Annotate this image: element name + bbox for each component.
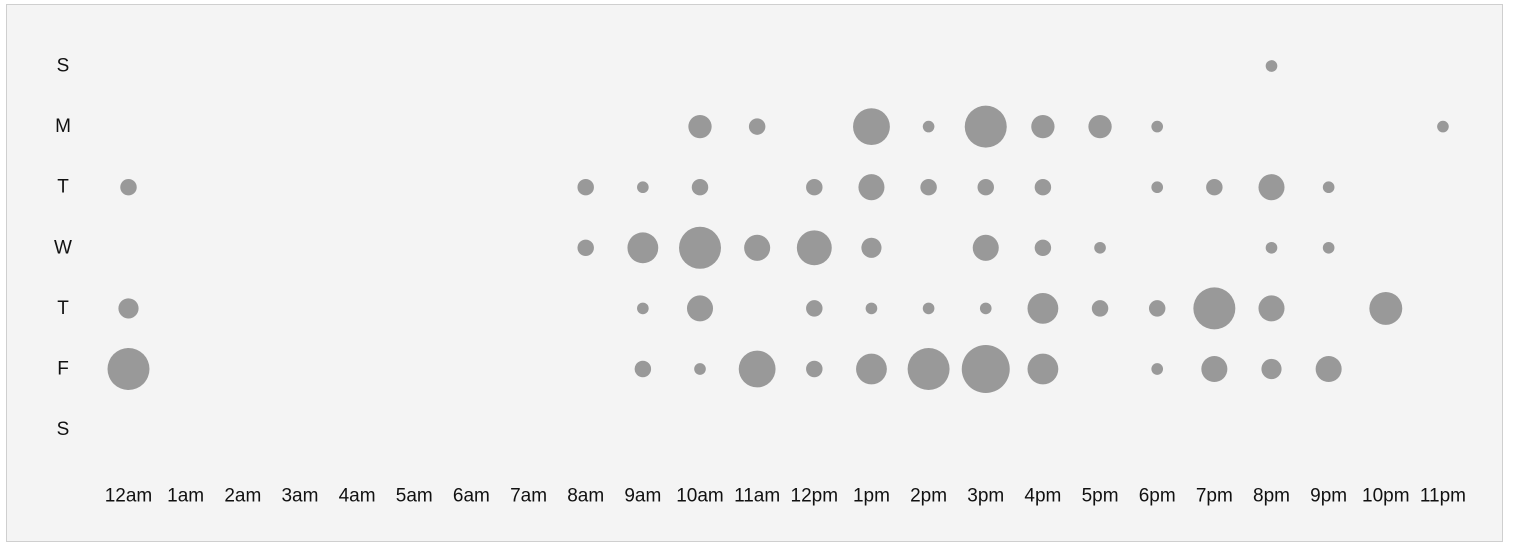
data-point <box>120 178 137 196</box>
day-label: F <box>57 359 69 380</box>
data-point <box>1315 355 1342 383</box>
data-point <box>694 363 706 375</box>
data-point <box>118 298 139 319</box>
data-point <box>634 360 652 378</box>
hour-label: 8am <box>567 486 604 507</box>
data-point <box>920 178 937 196</box>
hour-label: 12pm <box>791 486 839 507</box>
data-point <box>972 234 999 261</box>
data-point <box>738 350 776 388</box>
day-label: T <box>57 177 69 198</box>
data-point <box>1027 353 1059 385</box>
hour-label: 1am <box>167 486 204 507</box>
data-point <box>637 302 649 315</box>
data-point <box>922 302 935 315</box>
data-point <box>1265 241 1278 254</box>
hour-label: 4pm <box>1024 486 1061 507</box>
data-point <box>691 178 709 196</box>
hour-label: 11pm <box>1420 486 1466 507</box>
data-point <box>1088 114 1112 139</box>
data-point <box>748 118 766 135</box>
hour-label: 2pm <box>910 486 947 507</box>
data-point <box>1091 300 1109 317</box>
data-point <box>627 232 659 264</box>
data-point <box>1034 239 1052 257</box>
data-point <box>577 178 594 196</box>
data-point <box>979 302 992 315</box>
data-point <box>686 295 714 322</box>
day-label: T <box>57 298 69 319</box>
day-axis: S M T W T F S <box>54 56 72 441</box>
data-point <box>1258 174 1285 201</box>
data-point <box>856 353 887 385</box>
day-label: W <box>54 237 72 258</box>
data-point <box>865 302 878 315</box>
hour-label: 6am <box>453 486 490 507</box>
data-point <box>744 234 771 261</box>
hour-label: 10pm <box>1362 486 1410 507</box>
hour-label: 9pm <box>1310 486 1347 507</box>
hour-label: 10am <box>676 486 724 507</box>
data-point <box>679 226 721 269</box>
data-point <box>577 239 594 257</box>
data-point <box>1031 114 1055 139</box>
data-point <box>688 114 712 139</box>
data-point <box>637 181 649 194</box>
data-point <box>1151 363 1164 375</box>
data-point <box>1261 358 1282 380</box>
data-point <box>1369 291 1403 325</box>
day-label: M <box>55 116 71 137</box>
hour-label: 7am <box>510 486 547 507</box>
data-point <box>1034 178 1052 196</box>
day-label: S <box>57 419 70 440</box>
data-point <box>977 178 994 196</box>
data-point <box>1094 241 1106 254</box>
hour-label: 12am <box>105 486 153 507</box>
data-point <box>1027 293 1059 324</box>
hour-label: 5am <box>396 486 433 507</box>
hour-label: 2am <box>224 486 261 507</box>
hour-label: 3pm <box>967 486 1004 507</box>
hour-label: 5pm <box>1082 486 1119 507</box>
hour-label: 3am <box>281 486 318 507</box>
hour-label: 8pm <box>1253 486 1290 507</box>
data-point <box>806 360 823 378</box>
hour-label: 6pm <box>1139 486 1176 507</box>
data-point <box>1258 295 1285 322</box>
data-point <box>1322 181 1335 194</box>
data-point <box>1151 181 1164 194</box>
data-point <box>1193 287 1236 330</box>
data-point <box>1265 60 1278 72</box>
data-point <box>1437 120 1449 133</box>
hour-label: 11am <box>734 486 780 507</box>
data-point <box>796 230 832 266</box>
data-point <box>1201 355 1228 383</box>
hour-label: 7pm <box>1196 486 1233 507</box>
data-point <box>858 174 885 201</box>
data-point <box>1322 241 1335 254</box>
chart-background <box>6 4 1503 542</box>
hour-label: 4am <box>339 486 376 507</box>
data-point <box>1148 300 1166 317</box>
data-point <box>107 348 150 390</box>
data-point <box>853 108 890 146</box>
data-point <box>1206 178 1223 196</box>
data-point <box>806 178 823 196</box>
data-point <box>806 300 823 317</box>
data-point <box>964 105 1007 148</box>
hour-label: 9am <box>624 486 661 507</box>
data-point <box>1151 120 1164 133</box>
dot-series <box>107 60 1449 393</box>
day-label: S <box>57 56 70 77</box>
hour-axis: 12am 1am 2am 3am 4am 5am 6am 7am 8am 9am 10am 11am 1… <box>105 486 1466 507</box>
data-point <box>861 237 882 258</box>
data-point <box>907 348 950 390</box>
data-point <box>961 345 1010 393</box>
data-point <box>922 120 935 133</box>
hour-label: 1pm <box>853 486 890 507</box>
